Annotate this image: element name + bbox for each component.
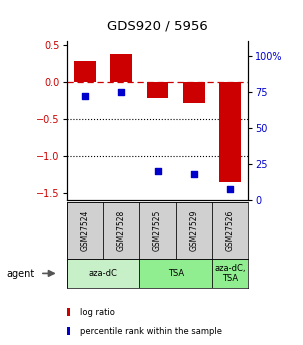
Text: log ratio: log ratio [80, 308, 115, 317]
Text: GSM27528: GSM27528 [117, 210, 126, 251]
Text: GSM27526: GSM27526 [226, 210, 235, 251]
Bar [67, 202, 103, 259]
Bar [183, 82, 205, 103]
Point [191, 171, 196, 177]
Bar [67, 259, 139, 288]
Text: GDS920 / 5956: GDS920 / 5956 [107, 20, 208, 33]
Bar [139, 259, 212, 288]
Bar [212, 259, 248, 288]
Point [155, 168, 160, 174]
Text: GSM27525: GSM27525 [153, 210, 162, 251]
Bar [103, 202, 139, 259]
Text: aza-dC: aza-dC [88, 269, 118, 278]
Bar [212, 202, 248, 259]
Text: GSM27529: GSM27529 [189, 210, 198, 251]
Text: percentile rank within the sample: percentile rank within the sample [80, 327, 222, 336]
Point [82, 93, 87, 99]
Bar [110, 54, 132, 82]
Bar [74, 61, 96, 82]
Text: GSM27524: GSM27524 [80, 210, 89, 251]
Point [228, 186, 233, 191]
Bar [139, 202, 176, 259]
Text: agent: agent [6, 269, 34, 278]
Text: aza-dC,
TSA: aza-dC, TSA [215, 264, 246, 283]
Point [119, 89, 124, 95]
Text: TSA: TSA [168, 269, 184, 278]
Bar [219, 82, 241, 182]
Bar [176, 202, 212, 259]
Bar [147, 82, 168, 98]
